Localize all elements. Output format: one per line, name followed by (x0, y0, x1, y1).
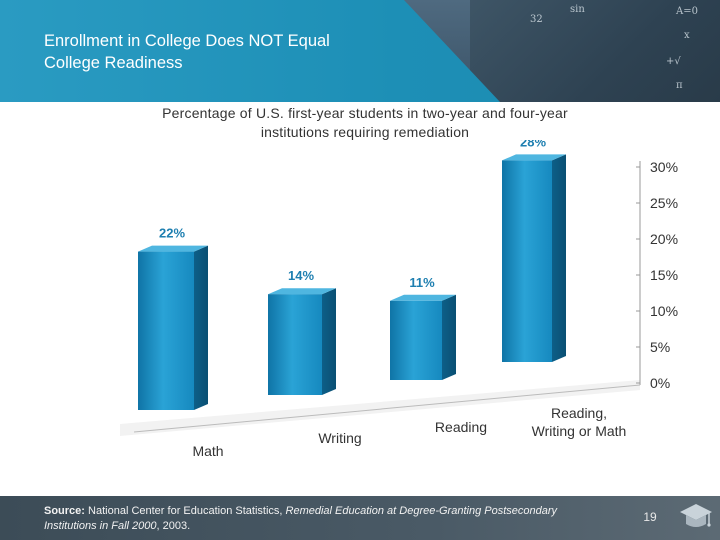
bar-top-2 (268, 288, 336, 295)
category-label-2: Writing (318, 430, 361, 446)
bar-side-1 (194, 245, 208, 410)
bar-front-1 (138, 251, 194, 410)
bar-1 (138, 245, 208, 410)
chalkboard-photo: 32 sin A=0 x +√ π (470, 0, 720, 102)
page-number: 19 (643, 510, 657, 524)
y-tick-label-0: 0% (650, 375, 670, 391)
subtitle-line-2: institutions requiring remediation (260, 124, 470, 140)
source-year: , 2003. (156, 520, 191, 532)
bar-side-4 (552, 154, 566, 362)
category-label-1: Math (192, 443, 223, 459)
bar-chart: 0% 5% 10% 15% 20% 25% 30% 22% 14% 11% 28% Math Writ… (120, 140, 678, 459)
y-tick-label-30: 30% (650, 159, 678, 175)
footer-bar: Source: National Center for Education St… (0, 496, 720, 540)
page-title: Enrollment in College Does NOT Equal Col… (44, 30, 330, 74)
title-line-2: College Readiness (44, 54, 183, 72)
header-banner: 32 sin A=0 x +√ π Enrollment in College … (0, 0, 720, 102)
graduation-cap-icon (680, 504, 712, 527)
chart-subtitle: Percentage of U.S. first-year students i… (100, 104, 630, 142)
y-tick-label-25: 25% (650, 195, 678, 211)
floor-shadow (120, 380, 640, 436)
chart-baseline (133, 384, 641, 433)
subtitle-line-1: Percentage of U.S. first-year students i… (162, 105, 568, 121)
category-label-4-line-2: Writing or Math (532, 423, 627, 439)
data-label-4: 28% (520, 140, 546, 149)
y-tick-label-20: 20% (650, 231, 678, 247)
bar-top-3 (390, 294, 456, 301)
chart-floor (120, 380, 640, 436)
source-title: Remedial Education at Degree-Granting Po… (44, 505, 558, 532)
bar-4 (502, 154, 566, 362)
category-label-3: Reading (435, 419, 487, 435)
bar-front-2 (268, 294, 322, 395)
bar-front-4 (502, 160, 552, 362)
labels-group: 22% 14% 11% 28% Math Writing Reading Reading, Wr… (159, 140, 626, 459)
bar-front-3 (390, 300, 442, 380)
source-label: Source: (44, 505, 85, 517)
source-citation: Source: National Center for Education St… (44, 504, 564, 534)
category-label-4-line-1: Reading, (551, 405, 607, 421)
bar-top-1 (138, 245, 208, 252)
bars-group (138, 154, 566, 410)
data-label-1: 22% (159, 226, 185, 241)
source-org: National Center for Education Statistics… (88, 505, 283, 517)
banner-teal-panel (0, 0, 500, 102)
y-tick-label-10: 10% (650, 303, 678, 319)
data-label-3: 11% (409, 275, 435, 290)
bar-side-2 (322, 288, 336, 395)
bar-2 (268, 288, 336, 395)
y-tick-label-15: 15% (650, 267, 678, 283)
y-tick-label-5: 5% (650, 339, 670, 355)
bar-top-4 (502, 154, 566, 161)
bar-3 (390, 294, 456, 380)
y-axis: 0% 5% 10% 15% 20% 25% 30% (133, 159, 678, 433)
title-line-1: Enrollment in College Does NOT Equal (44, 32, 330, 50)
bar-side-3 (442, 294, 456, 380)
data-label-2: 14% (288, 268, 314, 283)
